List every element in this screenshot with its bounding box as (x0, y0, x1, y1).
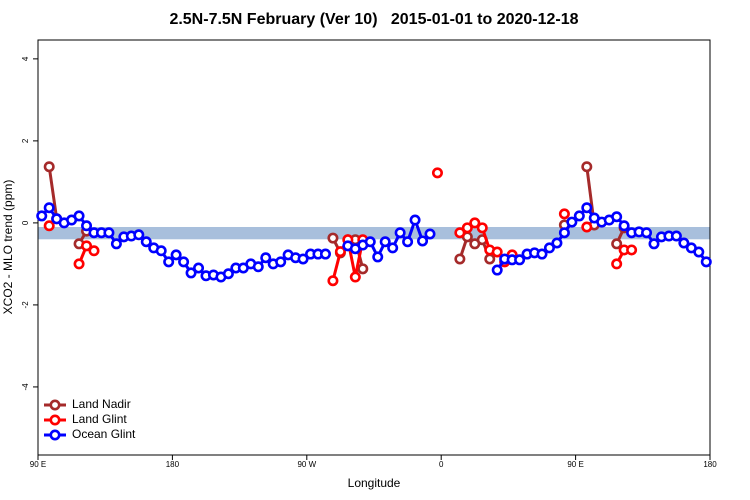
point (409, 214, 421, 226)
point (43, 161, 55, 173)
point (252, 261, 264, 273)
point (275, 256, 287, 268)
legend-marker (49, 414, 61, 426)
point (81, 220, 93, 232)
plot-frame (37, 39, 711, 456)
point (334, 246, 346, 258)
legend-label: Land Glint (72, 412, 127, 426)
point (558, 208, 570, 220)
point (558, 227, 570, 239)
y-tick-label: 0 (21, 220, 30, 225)
legend-label: Land Nadir (72, 397, 131, 411)
point (491, 246, 503, 258)
point (185, 267, 197, 279)
point (700, 256, 712, 268)
point (424, 228, 436, 240)
point (581, 221, 593, 233)
point (573, 210, 585, 222)
point (88, 245, 100, 257)
y-tick-label: -4 (21, 383, 30, 391)
point (611, 211, 623, 223)
reference-band (38, 226, 710, 240)
point (170, 249, 182, 261)
point (387, 242, 399, 254)
point (372, 251, 384, 263)
point (43, 220, 55, 232)
chart-title: 2.5N-7.5N February (Ver 10) 2015-01-01 t… (169, 11, 578, 28)
point (484, 253, 496, 265)
x-tick-label: 180 (703, 460, 717, 469)
point (193, 262, 205, 274)
point (73, 258, 85, 270)
point (319, 248, 331, 260)
point (670, 230, 682, 242)
point (611, 238, 623, 250)
point (678, 237, 690, 249)
point (394, 227, 406, 239)
point (155, 245, 167, 257)
point (454, 253, 466, 265)
point (163, 256, 175, 268)
point (491, 264, 503, 276)
point (178, 256, 190, 268)
point (648, 238, 660, 250)
x-tick-label: 0 (439, 460, 444, 469)
legend-marker (49, 429, 61, 441)
point (417, 235, 429, 247)
y-tick-label: -2 (21, 301, 30, 309)
x-tick-label: 90 E (567, 460, 583, 469)
point (581, 202, 593, 214)
point (618, 220, 630, 232)
point (327, 232, 339, 244)
point (260, 252, 272, 264)
point (461, 222, 473, 234)
point (36, 210, 48, 222)
point (73, 210, 85, 222)
point (133, 229, 145, 241)
point (140, 236, 152, 248)
legend-label: Ocean Glint (72, 427, 136, 441)
x-tick-label: 90 W (297, 460, 316, 469)
point (514, 254, 526, 266)
x-tick-label: 90 E (30, 460, 46, 469)
point (693, 246, 705, 258)
point (222, 268, 234, 280)
point (536, 248, 548, 260)
point (364, 236, 376, 248)
point (641, 227, 653, 239)
point (431, 167, 443, 179)
point (357, 263, 369, 275)
x-tick-label: 180 (166, 460, 180, 469)
point (43, 202, 55, 214)
point (327, 275, 339, 287)
point (297, 253, 309, 265)
point (454, 227, 466, 239)
point (402, 236, 414, 248)
point (543, 242, 555, 254)
x-axis-label: Longitude (348, 476, 401, 490)
legend-marker (49, 399, 61, 411)
point (379, 236, 391, 248)
point (581, 161, 593, 173)
y-tick-label: 2 (21, 138, 30, 143)
point (81, 240, 93, 252)
point (349, 271, 361, 283)
point (611, 258, 623, 270)
y-tick-label: 4 (21, 56, 30, 61)
point (469, 217, 481, 229)
point (566, 216, 578, 228)
point (551, 237, 563, 249)
y-axis-label: XCO2 - MLO trend (ppm) (1, 180, 15, 315)
point (476, 222, 488, 234)
point (103, 227, 115, 239)
point (110, 238, 122, 250)
point (626, 244, 638, 256)
